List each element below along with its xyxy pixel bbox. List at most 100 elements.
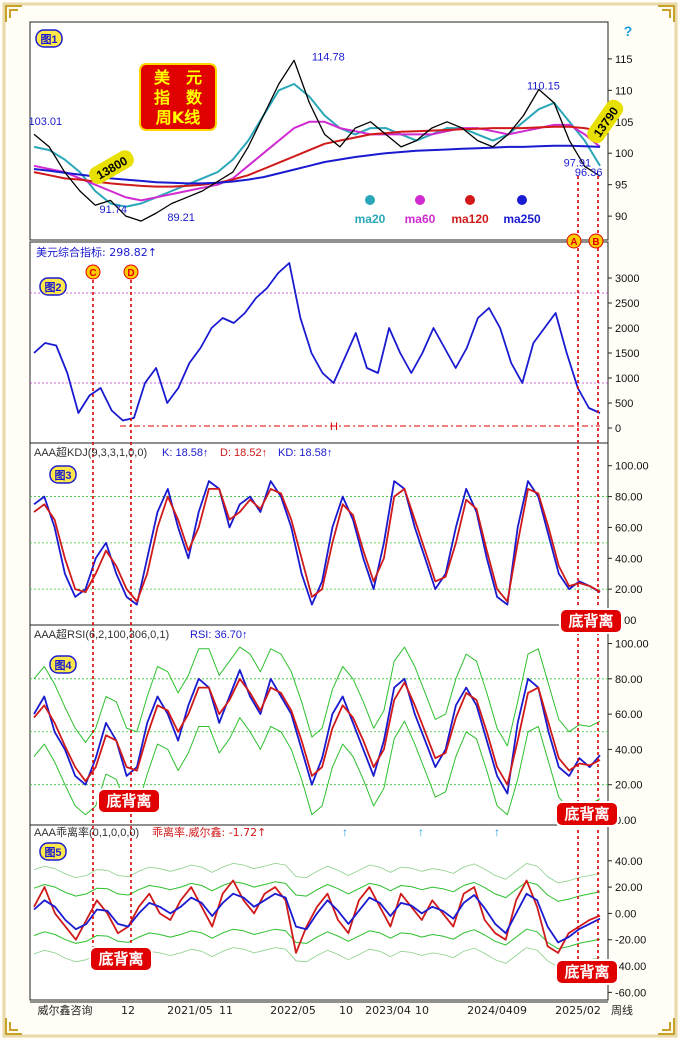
panel-frame-3 — [29, 442, 609, 626]
title-box-line: 美 元 — [154, 68, 202, 87]
callout-bg — [587, 99, 624, 144]
divergence-tag-text: 底背离 — [98, 950, 143, 968]
price-annotation: 91.74 — [99, 204, 127, 216]
y-tick-label: 2500 — [615, 298, 639, 310]
panel-label: 图3 — [49, 465, 77, 484]
y-tick-label: 20.00 — [615, 584, 643, 596]
x-tick-label: 09 — [513, 1004, 527, 1017]
marker-letter-D: D — [127, 268, 134, 279]
y-tick-label: 40.00 — [615, 744, 643, 756]
y-tick-label: 100.00 — [615, 639, 649, 651]
panel-label-badge — [35, 29, 63, 48]
y-tick-label: 40.00 — [615, 856, 643, 868]
panel-label: 图1 — [35, 29, 63, 48]
y-tick-label: 20.00 — [615, 882, 643, 894]
y-tick-label: 100.00 — [615, 461, 649, 473]
panel-frame-2 — [29, 241, 609, 444]
panel-label-text: 图5 — [44, 846, 61, 859]
panel5-header-name: AAA乖离率(0,1,0,0,0) — [34, 825, 139, 839]
panel-label-text: 图1 — [40, 33, 57, 46]
x-tick-label: 2023/04 — [365, 1004, 411, 1017]
divergence-tag-box — [97, 788, 161, 814]
y-tick-label: 95 — [615, 180, 627, 192]
divergence-tag-box — [555, 959, 619, 985]
y-tick-label: 500 — [615, 398, 633, 410]
price-annotation: 96.36 — [575, 167, 603, 179]
panel4-header-rsi: RSI: 36.70↑ — [190, 629, 247, 641]
series-line-price — [33, 59, 601, 222]
y-tick-label: 105 — [615, 117, 633, 129]
up-arrow-icon: ↑ — [342, 825, 348, 839]
x-tick-label: 2022/05 — [270, 1004, 316, 1017]
marker-circle-A — [566, 233, 582, 249]
y-tick-label: -20.00 — [615, 935, 646, 947]
title-box-line: 周K线 — [156, 108, 200, 127]
divergence-lines — [92, 176, 599, 965]
price-annotation: 97.91 — [564, 157, 592, 169]
x-tick-label: 10 — [339, 1004, 353, 1017]
y-tick-label: 80.00 — [615, 492, 643, 504]
panel-label-badge — [39, 277, 67, 296]
x-tick-label: 威尔鑫咨询 — [38, 1003, 93, 1017]
x-tick-label: 10 — [415, 1004, 429, 1017]
y-tick-label: 60.00 — [615, 709, 643, 721]
panel-label-text: 图4 — [54, 659, 72, 672]
y-tick-label: 40.00 — [615, 553, 643, 565]
divergence-tag-text: 底背离 — [106, 792, 151, 810]
legend-label-ma250: ma250 — [503, 212, 541, 226]
panel5-header: AAA乖离率(0,1,0,0,0) 乖离率.威尔鑫: -1.72↑ — [34, 825, 266, 839]
panel-label-text: 图2 — [44, 281, 61, 294]
divergence-tag-text: 底背离 — [564, 963, 609, 981]
y-tick-label: 20.00 — [615, 780, 643, 792]
panel-label: 图5 — [39, 842, 67, 861]
series-line-D — [33, 488, 601, 603]
divergence-tag: 底背离 — [555, 959, 619, 985]
panel-label-badge — [39, 842, 67, 861]
y-tick-label: 115 — [615, 54, 633, 66]
x-tick-label: 11 — [219, 1004, 233, 1017]
panel4-header-name: AAA超RSI(6,2,100,306,0,1) — [34, 627, 169, 641]
panel-label-badge — [49, 465, 77, 484]
panel-label: 图2 — [39, 277, 67, 296]
y-tick-label: 80.00 — [615, 674, 643, 686]
y-tick-label: -40.00 — [615, 961, 646, 973]
panel3-header-kd: KD: 18.58↑ — [278, 447, 332, 459]
y-tick-label: -60.00 — [615, 987, 646, 999]
help-icon: ? — [624, 23, 633, 39]
title-box-line: 指 数 — [154, 88, 203, 107]
x-tick-label: 2025/02 — [555, 1004, 601, 1017]
panel4-header: AAA超RSI(6,2,100,306,0,1) RSI: 36.70↑ — [34, 627, 247, 641]
series-line-band-upper — [33, 646, 601, 747]
legend-label-ma20: ma20 — [355, 212, 386, 226]
marker-letter-A: A — [570, 237, 577, 248]
price-annotation: 110.15 — [527, 80, 560, 92]
legend-dot-ma250 — [517, 195, 527, 205]
callout-bg — [89, 150, 134, 184]
marker-circle-C — [85, 264, 101, 280]
divergence-tag: 底背离 — [89, 946, 153, 972]
legend-label-ma60: ma60 — [405, 212, 436, 226]
price-annotation: 103.01 — [28, 116, 62, 128]
series-line-RSI slow — [33, 677, 601, 786]
panel3-header-d: D: 18.52↑ — [220, 447, 267, 459]
up-arrow-icon: ↑ — [494, 825, 500, 839]
y-tick-label: 0.00 — [615, 908, 636, 920]
corner-ornaments — [5, 5, 675, 1035]
y-tick-label: 60.00 — [615, 522, 643, 534]
x-tick-label: 2021/05 — [167, 1004, 213, 1017]
x-tick-label: 12 — [121, 1004, 135, 1017]
panel2-header: 美元综合指标: 298.82↑ — [36, 245, 157, 259]
title-box-bg — [139, 63, 217, 131]
y-tick-label: 90 — [615, 211, 627, 223]
series-line-ma20 — [33, 83, 601, 208]
series-line-ma250 — [33, 144, 601, 185]
divergence-tag: 底背离 — [97, 788, 161, 814]
series-line-均线 — [33, 892, 601, 944]
panel3-header: AAA超KDJ(9,3,3,1,0,0) K: 18.58↑ D: 18.52↑ KD… — [34, 445, 332, 459]
panel5-header-value: 乖离率.威尔鑫: -1.72↑ — [152, 825, 266, 839]
up-arrow-icon: ↑ — [418, 825, 424, 839]
panel3-header-k: K: 18.58↑ — [162, 447, 208, 459]
y-tick-label: 2000 — [615, 323, 639, 335]
